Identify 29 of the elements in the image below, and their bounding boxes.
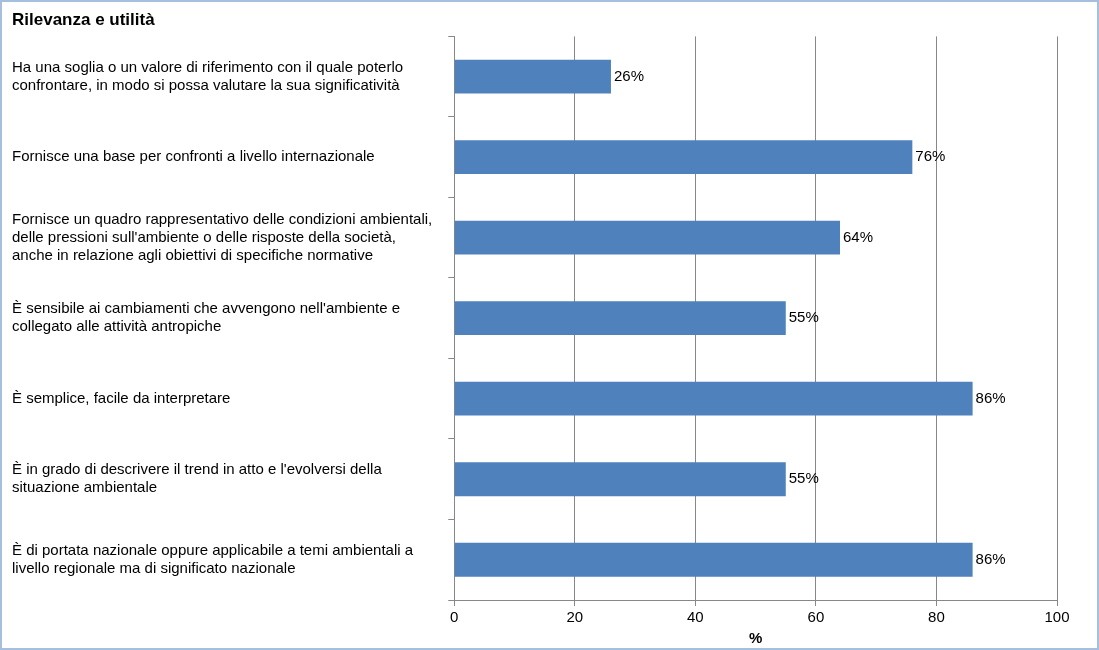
x-axis-title: %: [748, 629, 763, 647]
y-tick-label: Fornisce una base per confronti a livello internazionale: [12, 147, 375, 165]
x-tick-label: 20: [566, 608, 584, 626]
bar: [454, 220, 841, 255]
x-tick-label: 0: [450, 608, 459, 626]
data-label: 86%: [975, 549, 1006, 567]
text: Rilevanza e utilità: [12, 9, 156, 29]
x-tick-label: 60: [807, 608, 825, 626]
data-label: 55%: [788, 469, 819, 487]
bar: [454, 140, 913, 175]
y-tick-label: È in grado di descrivere il trend in atto e l'evolversi della situazione ambientale: [12, 460, 383, 496]
x-tick-label: 100: [1044, 608, 1070, 626]
data-label: 55%: [788, 308, 819, 326]
y-tick-label: È di portata nazionale oppure applicabile a temi ambientali a livello regionale ma di significato nazionale: [12, 540, 414, 576]
y-tick-label: È semplice, facile da interpretare: [12, 388, 231, 406]
x-tick-label: 40: [687, 608, 704, 626]
data-label: 76%: [915, 147, 946, 165]
x-tick-label: 80: [928, 608, 945, 626]
data-label: 64%: [843, 227, 874, 245]
y-tick-label: Ha una soglia o un valore di riferimento con il quale poterlo confrontare, in modo si possa valutare la sua significatività: [12, 57, 404, 93]
bar: [454, 381, 973, 416]
y-tick-label: È sensibile ai cambiamenti che avvengono nell'ambiente e collegato alle attività antropiche: [12, 299, 401, 335]
bar: [454, 59, 611, 94]
bar: [454, 542, 973, 577]
data-label: 26%: [613, 66, 644, 84]
bar: [454, 462, 786, 497]
y-tick-label: Fornisce un quadro rappresentativo delle condizioni ambientali, delle pressioni sull'ambiente o delle risposte della società, anche in relazione agli obiettivi di specifiche normative: [12, 209, 433, 263]
bar: [454, 301, 786, 336]
data-label: 86%: [975, 388, 1006, 406]
